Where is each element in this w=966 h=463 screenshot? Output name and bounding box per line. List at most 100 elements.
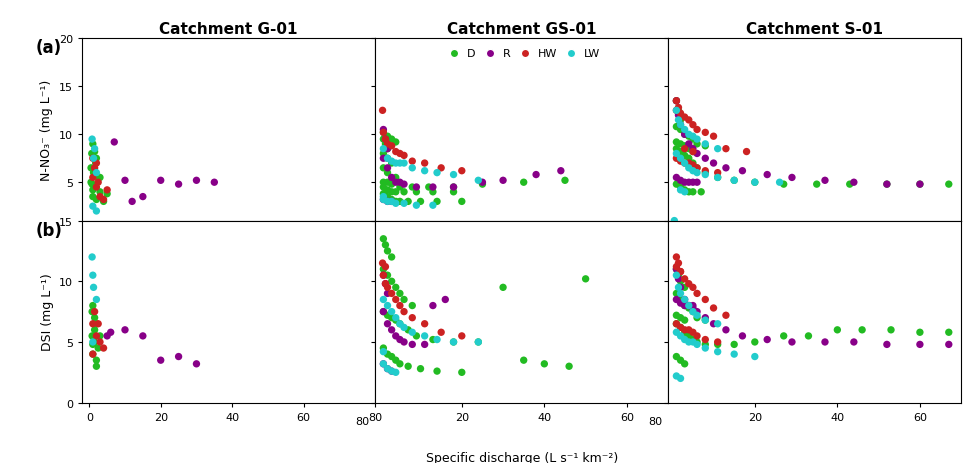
Point: [677, 114, 693, 121]
Point: [685, 160, 700, 168]
Point: [378, 281, 393, 288]
Point: [668, 320, 684, 328]
Point: [672, 110, 688, 118]
Point: [561, 363, 577, 370]
Point: [846, 338, 862, 346]
Point: [85, 175, 100, 182]
Point: [668, 272, 684, 279]
Point: [710, 320, 725, 328]
Point: [681, 141, 696, 148]
Point: [409, 202, 424, 209]
Point: [718, 326, 733, 334]
Point: [392, 160, 408, 168]
Point: [879, 181, 895, 188]
Point: [842, 181, 858, 188]
Point: [388, 317, 404, 324]
Point: [685, 338, 700, 346]
Point: [106, 139, 122, 146]
Point: [446, 184, 462, 191]
Point: [690, 308, 705, 316]
Point: [941, 341, 956, 348]
Point: [392, 290, 408, 297]
Point: [446, 338, 462, 346]
Point: [384, 326, 399, 334]
Point: [697, 296, 713, 304]
Point: [91, 175, 106, 182]
Point: [384, 196, 399, 204]
Point: [697, 336, 713, 344]
Point: [726, 177, 742, 185]
Point: [376, 184, 391, 191]
Point: [380, 155, 395, 163]
Point: [685, 336, 700, 344]
Point: [690, 141, 705, 148]
Point: [392, 302, 408, 310]
Point: [87, 184, 102, 191]
Point: [434, 329, 449, 336]
Point: [784, 338, 800, 346]
Point: [668, 146, 684, 153]
Point: [421, 184, 437, 191]
Point: [384, 158, 399, 165]
Text: 80: 80: [355, 416, 369, 426]
Point: [401, 198, 416, 206]
Point: [376, 129, 391, 137]
Point: [668, 329, 684, 336]
Point: [672, 158, 688, 165]
Legend: D, R, HW, LW: D, R, HW, LW: [439, 45, 605, 64]
Point: [388, 284, 404, 291]
Point: [697, 314, 713, 322]
Point: [378, 281, 393, 288]
Point: [685, 146, 700, 153]
Point: [85, 302, 100, 310]
Point: [690, 179, 705, 187]
Point: [376, 155, 391, 163]
Point: [694, 189, 709, 196]
Point: [670, 275, 686, 283]
Point: [677, 296, 693, 304]
Point: [384, 290, 399, 297]
Point: [85, 203, 100, 211]
Point: [668, 353, 684, 361]
Point: [89, 363, 104, 370]
Point: [668, 98, 684, 105]
Point: [672, 141, 688, 148]
Point: [685, 149, 700, 156]
Point: [84, 308, 99, 316]
Point: [685, 133, 700, 141]
Point: [425, 184, 440, 191]
Point: [376, 194, 391, 201]
Point: [578, 275, 593, 283]
Point: [817, 338, 833, 346]
Point: [380, 141, 395, 148]
Point: [396, 296, 412, 304]
Point: [681, 179, 696, 187]
Point: [801, 332, 816, 340]
Point: [380, 350, 395, 358]
Text: (a): (a): [35, 39, 62, 57]
Point: [554, 168, 569, 175]
Point: [392, 336, 408, 344]
Point: [380, 133, 395, 141]
Point: [747, 338, 762, 346]
Point: [376, 196, 391, 204]
Point: [667, 218, 682, 225]
Point: [86, 155, 101, 163]
Point: [672, 278, 688, 285]
Point: [425, 336, 440, 344]
Point: [685, 122, 700, 129]
Point: [89, 155, 104, 163]
Point: [516, 179, 531, 187]
Point: [710, 169, 725, 177]
Point: [188, 360, 204, 368]
Point: [85, 338, 100, 346]
Point: [710, 175, 725, 182]
Point: [425, 189, 440, 196]
Point: [672, 117, 688, 125]
Point: [672, 300, 688, 307]
Point: [677, 152, 693, 160]
Point: [380, 320, 395, 328]
Point: [392, 320, 408, 328]
Point: [718, 165, 733, 172]
Point: [685, 136, 700, 144]
